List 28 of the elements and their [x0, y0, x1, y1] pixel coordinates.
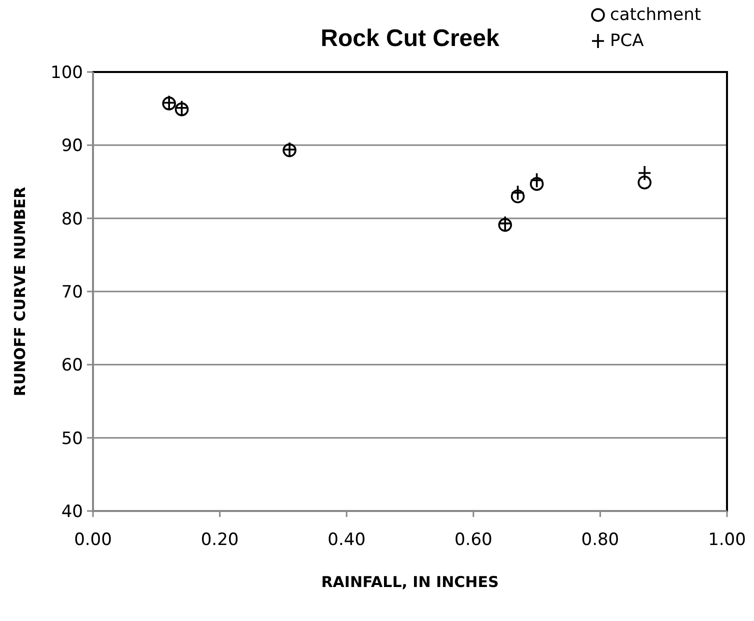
chart-title: Rock Cut Creek — [320, 25, 500, 52]
x-axis-title: RAINFALL, IN INCHES — [321, 573, 499, 591]
point — [638, 165, 652, 181]
legend-label: catchment — [610, 5, 702, 25]
point — [530, 172, 544, 188]
y-tick-label: 70 — [61, 282, 83, 302]
y-tick-label: 100 — [50, 62, 83, 83]
x-tick-label: 1.00 — [708, 530, 746, 550]
point — [174, 102, 189, 116]
legend-label: PCA — [610, 31, 644, 51]
point — [174, 100, 189, 116]
point — [530, 177, 544, 191]
x-tick-label: 0.20 — [200, 530, 239, 550]
x-tick-label: 0.40 — [328, 530, 366, 550]
y-tick-label: 40 — [61, 502, 83, 522]
y-tick-label: 50 — [61, 428, 83, 449]
point — [510, 184, 525, 201]
point — [638, 176, 652, 190]
y-tick-label: 80 — [61, 209, 83, 230]
y-tick-label: 90 — [61, 136, 83, 156]
point — [498, 218, 512, 232]
point — [510, 189, 525, 204]
x-tick-label: 0.00 — [74, 530, 112, 550]
point — [498, 216, 512, 232]
x-tick-label: 0.60 — [454, 530, 492, 550]
y-tick-label: 60 — [61, 356, 83, 376]
y-axis-title: RUNOFF CURVE NUMBER — [11, 186, 29, 396]
x-tick-label: 0.80 — [581, 530, 620, 550]
